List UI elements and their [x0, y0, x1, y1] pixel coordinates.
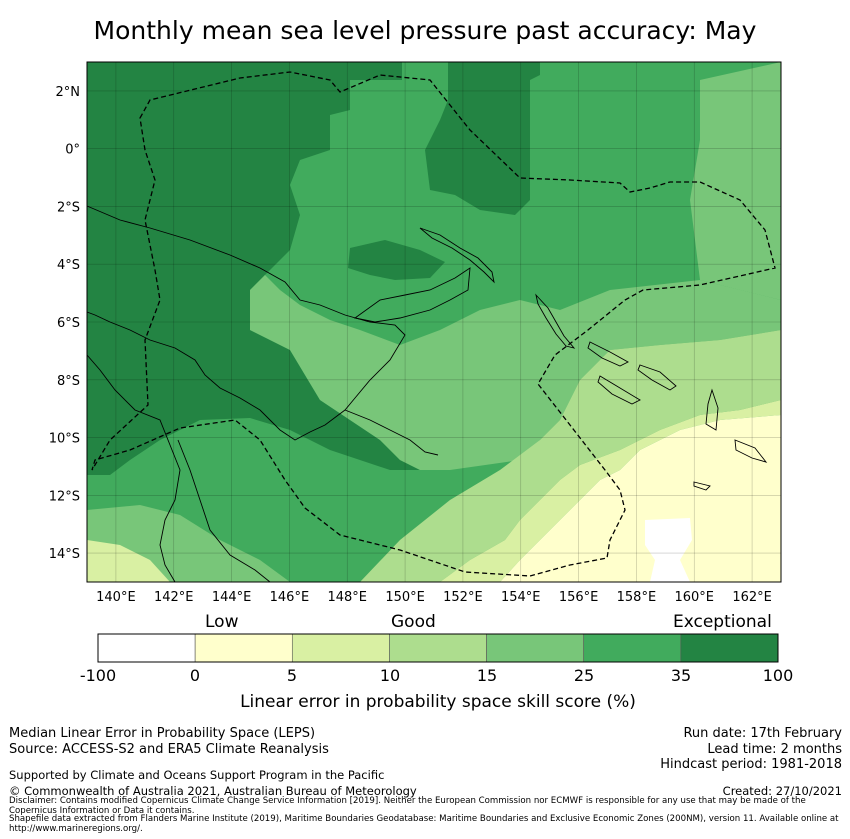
- coastline-new-guinea: [86, 205, 406, 441]
- footer-copyright: © Commonwealth of Australia 2021, Austra…: [9, 784, 417, 798]
- colorbar-frame: [97, 633, 779, 663]
- coastlines: [86, 205, 768, 583]
- shapefile-credit: Shapefile data extracted from Flanders M…: [9, 814, 839, 834]
- colorbar-segment: [486, 633, 585, 663]
- colorbar-segment: [389, 633, 487, 663]
- footer-source: Source: ACCESS-S2 and ERA5 Climate Reana…: [9, 742, 329, 757]
- created-date: Created: 27/10/2021: [722, 784, 842, 798]
- coastline-solomons-2: [637, 364, 677, 391]
- longitude-label: 152°E: [443, 590, 483, 605]
- graticule: [87, 62, 781, 582]
- field-verygood-south: [250, 275, 781, 470]
- colorbar-tick-label: 25: [573, 666, 595, 685]
- latitude-label: 6°S: [57, 316, 80, 331]
- colorbar-tick-label: 15: [476, 666, 498, 685]
- field-low-southeast: [500, 415, 781, 582]
- longitude-label: 140°E: [96, 590, 136, 605]
- longitude-label: 158°E: [617, 590, 657, 605]
- colorbar-segment: [583, 633, 682, 663]
- field-fair-south: [440, 400, 781, 582]
- footer-method: Median Linear Error in Probability Space…: [9, 726, 316, 741]
- field-negative-patch: [645, 518, 692, 582]
- colorbar: [97, 633, 779, 663]
- longitude-label: 144°E: [212, 590, 252, 605]
- colorbar-tick-label: 100: [762, 666, 794, 685]
- latitude-label: 4°S: [57, 258, 80, 273]
- latitude-label: 10°S: [49, 432, 80, 447]
- coastline-solomons-4: [705, 388, 719, 431]
- coastline-papuan-tail: [344, 409, 439, 456]
- page-title: Monthly mean sea level pressure past acc…: [93, 16, 757, 45]
- eez-boundary: [91, 71, 776, 577]
- footer-support: Supported by Climate and Oceans Support …: [9, 768, 385, 782]
- disclaimer-text: Disclaimer: Contains modified Copernicus…: [9, 796, 806, 816]
- longitude-label: 162°E: [732, 590, 772, 605]
- run-date: Run date: 17th February: [683, 726, 842, 741]
- coastline-new-britain: [353, 267, 471, 323]
- field-verygood-northeast: [690, 62, 781, 300]
- longitude-label: 146°E: [270, 590, 310, 605]
- coastline-bougainville: [535, 293, 576, 349]
- latitude-label: 2°S: [57, 200, 80, 215]
- colorbar-tick-label: 35: [670, 666, 692, 685]
- coastline-new-ireland: [419, 227, 495, 284]
- colorbar-segment: [291, 633, 390, 663]
- longitude-label: 154°E: [501, 590, 541, 605]
- colorbar-segment: [194, 633, 293, 663]
- colorbar-tick-label: -100: [79, 666, 117, 685]
- coastline-rennell: [693, 481, 711, 491]
- coastline-vanuatu-ne: [734, 439, 768, 463]
- coastline-australia: [86, 354, 181, 583]
- colorbar-tick-label: 0: [189, 666, 201, 685]
- field-fair-southeast: [360, 330, 781, 582]
- colorbar-title: Linear error in probability space skill …: [240, 692, 636, 712]
- hindcast-period: Hindcast period: 1981-2018: [660, 757, 842, 772]
- field-fair-southwest: [87, 540, 170, 582]
- latitude-label: 8°S: [57, 374, 80, 389]
- longitude-label: 156°E: [559, 590, 599, 605]
- latitude-label: 14°S: [49, 547, 80, 562]
- latitude-label: 0°: [65, 143, 80, 158]
- longitude-label: 148°E: [327, 590, 367, 605]
- longitude-label: 150°E: [385, 590, 425, 605]
- longitude-labels: 140°E 142°E 144°E 146°E 148°E 150°E 152°E 154°E…: [96, 590, 772, 605]
- skill-field: [87, 62, 781, 582]
- category-good-label: Good: [391, 612, 436, 632]
- colorbar-segment: [680, 633, 779, 663]
- coastline-solomons-1: [587, 341, 629, 367]
- map-frame: [86, 61, 782, 583]
- field-exceptional-north: [425, 62, 540, 215]
- latitude-labels: 2°N 0° 2°S 4°S 6°S 8°S 10°S 12°S 14°S: [49, 85, 80, 562]
- colorbar-tick-label: 5: [286, 666, 298, 685]
- category-exceptional-label: Exceptional: [673, 612, 772, 632]
- latitude-label: 12°S: [49, 489, 80, 504]
- latitude-label: 2°N: [56, 85, 81, 100]
- coastline-cape-york: [177, 439, 271, 583]
- longitude-label: 160°E: [674, 590, 714, 605]
- colorbar-tick-label: 10: [379, 666, 401, 685]
- lead-time: Lead time: 2 months: [707, 742, 842, 757]
- field-exceptional-center: [348, 240, 445, 280]
- longitude-label: 142°E: [154, 590, 194, 605]
- category-low-label: Low: [205, 612, 239, 632]
- field-exceptional-west: [87, 62, 420, 475]
- colorbar-segment: [97, 633, 196, 663]
- coastline-solomons-3: [597, 375, 641, 405]
